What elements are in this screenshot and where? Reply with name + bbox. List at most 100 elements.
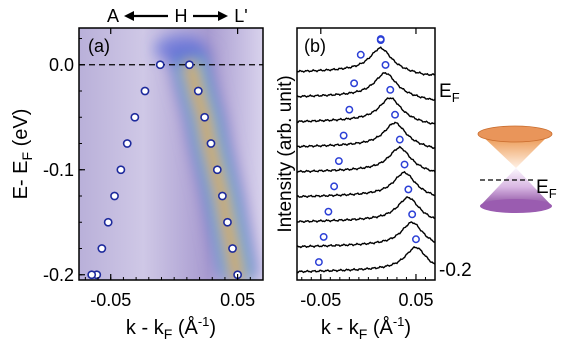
dispersion-point <box>110 191 119 201</box>
arrow-right-head <box>218 11 228 21</box>
axis-ticks-a: -0.05 0.05 0.0 -0.1 -0.2 <box>43 28 264 310</box>
bottom-energy-label: -0.2 <box>439 260 472 281</box>
peak-marker <box>400 160 409 169</box>
dispersion-point <box>130 112 140 122</box>
edc-curve <box>297 221 435 249</box>
dispersion-point <box>212 165 222 175</box>
x-tick-label: -0.05 <box>300 290 341 310</box>
peak-marker <box>386 85 395 94</box>
peak-marker <box>339 131 348 140</box>
x-tick-label: 0.05 <box>398 290 433 310</box>
curve-end-label-main: E <box>439 81 452 102</box>
dispersion-point <box>228 244 237 253</box>
dispersion-point <box>223 217 232 227</box>
peak-marker <box>412 235 420 244</box>
dispersion-point <box>87 270 97 280</box>
edc-curve <box>297 170 435 199</box>
x-axis-label-b-main: k - k <box>321 317 360 339</box>
peak-marker <box>408 210 417 219</box>
dispersion-point <box>97 244 107 253</box>
y-axis-label-unit: (eV) <box>10 109 32 152</box>
axis-ticks-b: -0.05 0.05 <box>300 28 436 310</box>
annotation-a: A <box>107 6 119 26</box>
dispersion-point <box>200 112 210 122</box>
x-axis-label-a-sub: F <box>164 326 173 342</box>
x-axis-label-b-close: ) <box>404 317 411 339</box>
direction-annotation: A H L' <box>107 6 248 26</box>
edc-curve <box>297 97 435 125</box>
curve-end-labels: EF -0.2 <box>439 81 472 281</box>
peak-marker <box>395 135 404 144</box>
peak-marker <box>356 50 365 59</box>
dispersion-points <box>87 60 243 280</box>
lower-cone-rim <box>480 199 552 213</box>
panel-a: (a) -0.05 0.050.0-0.1-0.2 E- EF (eV) k - … <box>10 27 264 342</box>
heatmap-fermi-halo <box>154 35 207 63</box>
dirac-cone-diagram: EF <box>477 125 557 213</box>
peak-marker <box>334 157 343 165</box>
panel-b-label: (b) <box>304 36 326 56</box>
panel-a-label: (a) <box>88 36 110 56</box>
x-axis-label-b: k - kF (Å-1) <box>321 314 411 342</box>
peak-marker <box>381 61 390 69</box>
dispersion-point <box>184 60 194 70</box>
dispersion-point <box>140 86 150 96</box>
lower-cone <box>480 168 552 206</box>
x-tick-label: -0.05 <box>90 290 131 310</box>
cone-fermi-label-main: E <box>536 177 549 198</box>
dispersion-point <box>155 60 165 70</box>
dispersion-point <box>103 217 113 227</box>
fermi-level-label: EF <box>439 81 460 105</box>
x-axis-label-b-sub: F <box>359 326 368 342</box>
edc-curve <box>297 72 435 101</box>
curve-end-label-main: -0.2 <box>439 260 472 281</box>
edc-curve <box>297 46 435 77</box>
x-axis-label-b-unit: (Å <box>367 316 393 339</box>
panel-b: (b) -0.05 0.05 EF-0.2 Intensity (arb. uni… <box>275 27 472 342</box>
x-axis-label-a-close: ) <box>209 317 216 339</box>
dispersion-point <box>217 191 227 201</box>
edc-curve <box>297 121 435 150</box>
peak-marker <box>314 258 323 267</box>
edc-curve <box>297 145 435 174</box>
arrow-left-head <box>124 11 134 21</box>
dispersion-point <box>206 139 216 148</box>
peak-markers <box>314 35 420 267</box>
peak-marker <box>350 79 359 88</box>
upper-cone-rim <box>477 125 553 143</box>
peak-marker <box>319 232 328 241</box>
edc-curve <box>297 245 435 274</box>
y-axis-label-sub: F <box>19 152 35 161</box>
dispersion-point <box>193 86 203 96</box>
y-axis-label-main: E- E <box>10 161 32 200</box>
y-axis-label: E- EF (eV) <box>10 109 35 200</box>
x-axis-label-a-sup: -1 <box>198 314 210 329</box>
peak-marker <box>391 110 399 119</box>
y-tick-label: -0.2 <box>43 265 74 285</box>
x-axis-label-a: k - kF (Å-1) <box>126 314 216 342</box>
peak-marker <box>324 207 333 216</box>
annotation-h: H <box>175 6 188 26</box>
cone-fermi-label: EF <box>536 177 557 201</box>
x-axis-label-a-unit: (Å <box>172 316 198 339</box>
peak-marker <box>345 105 354 114</box>
curve-end-label-sub: F <box>452 90 460 105</box>
dispersion-point <box>122 139 132 148</box>
y-tick-label: 0.0 <box>49 55 74 75</box>
edc-curve <box>297 196 435 223</box>
cone-fermi-label-sub: F <box>549 186 557 201</box>
intensity-axis-label: Intensity (arb. unit) <box>275 75 296 232</box>
edc-curves <box>297 46 435 274</box>
x-tick-label: 0.05 <box>220 290 255 310</box>
x-axis-label-a-main: k - k <box>126 317 165 339</box>
annotation-l: L' <box>234 6 247 26</box>
peak-marker <box>376 36 385 45</box>
dispersion-point <box>116 165 126 175</box>
x-axis-label-b-sup: -1 <box>393 314 405 329</box>
panel-b-frame <box>296 27 436 281</box>
panel-a-frame <box>78 27 264 281</box>
y-tick-label: -0.1 <box>43 160 74 180</box>
peak-marker <box>330 182 339 191</box>
peak-marker <box>404 185 413 194</box>
